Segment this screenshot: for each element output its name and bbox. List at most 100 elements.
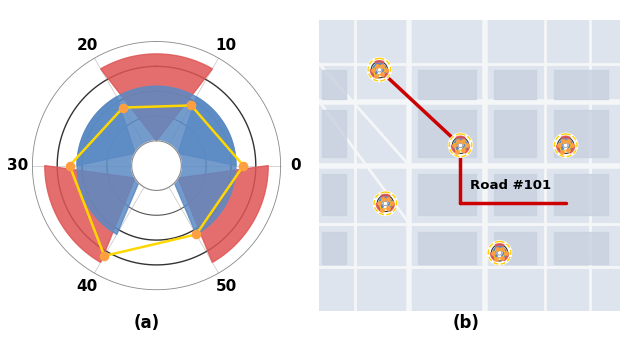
Polygon shape (375, 61, 384, 68)
Point (488, 250, 498, 256)
Polygon shape (387, 198, 392, 203)
Polygon shape (568, 145, 575, 153)
Polygon shape (463, 145, 470, 153)
Point (458, 139, 468, 144)
Point (497, 255, 507, 260)
Bar (553, 70, 608, 99)
Point (100, 253, 110, 259)
Point (368, 67, 378, 72)
Polygon shape (381, 64, 386, 70)
Polygon shape (178, 97, 236, 166)
Polygon shape (376, 203, 383, 211)
Point (558, 139, 568, 144)
Polygon shape (45, 166, 135, 262)
Bar (553, 233, 608, 264)
Polygon shape (495, 244, 504, 250)
Point (449, 143, 459, 148)
Point (381, 67, 391, 72)
Polygon shape (383, 201, 387, 206)
Point (563, 147, 573, 153)
Bar (418, 174, 476, 215)
Point (118, 105, 128, 110)
Text: Road #101: Road #101 (470, 179, 551, 192)
Point (492, 246, 502, 251)
Text: 40: 40 (76, 279, 98, 293)
Bar (493, 174, 536, 215)
Polygon shape (501, 247, 506, 253)
Point (554, 143, 564, 148)
Polygon shape (178, 166, 268, 262)
Polygon shape (371, 70, 377, 77)
Text: 30: 30 (7, 158, 28, 173)
Point (491, 257, 501, 262)
Point (557, 149, 567, 155)
Polygon shape (454, 139, 467, 151)
Bar (322, 70, 346, 99)
Point (377, 72, 387, 77)
Polygon shape (497, 250, 502, 255)
Point (501, 250, 511, 256)
Polygon shape (563, 143, 568, 147)
Bar (418, 233, 476, 264)
Text: 20: 20 (76, 38, 98, 53)
Bar (322, 111, 346, 157)
Polygon shape (463, 140, 467, 145)
Polygon shape (458, 143, 463, 147)
Polygon shape (557, 145, 563, 153)
Bar (553, 174, 608, 215)
Point (376, 208, 386, 213)
Bar (418, 111, 476, 157)
Point (374, 201, 384, 206)
Polygon shape (77, 97, 135, 166)
Point (387, 201, 397, 206)
Polygon shape (493, 247, 498, 253)
Polygon shape (377, 68, 382, 72)
Point (239, 163, 249, 168)
Polygon shape (77, 86, 236, 235)
Polygon shape (568, 140, 572, 145)
Point (64, 163, 74, 168)
Polygon shape (379, 198, 383, 203)
Text: 50: 50 (215, 279, 237, 293)
Point (377, 63, 387, 69)
Bar (493, 70, 536, 99)
Polygon shape (379, 197, 392, 209)
Polygon shape (454, 140, 458, 145)
Polygon shape (491, 253, 498, 261)
Text: (a): (a) (134, 314, 160, 332)
Polygon shape (501, 253, 508, 261)
Polygon shape (456, 136, 465, 143)
Polygon shape (561, 136, 570, 143)
Point (378, 197, 388, 202)
Polygon shape (493, 246, 506, 258)
Point (563, 139, 573, 144)
Bar (322, 174, 346, 215)
Bar (553, 111, 608, 157)
Point (382, 197, 393, 202)
Point (458, 147, 468, 153)
Polygon shape (373, 63, 386, 75)
Polygon shape (131, 141, 182, 190)
Point (453, 139, 463, 144)
Text: 0: 0 (290, 158, 301, 173)
Polygon shape (381, 194, 390, 201)
Bar (493, 111, 536, 157)
Point (383, 206, 393, 211)
Bar (322, 233, 346, 264)
Point (451, 149, 461, 155)
Bar (493, 233, 536, 264)
Polygon shape (559, 139, 572, 151)
Polygon shape (373, 64, 377, 70)
Polygon shape (559, 140, 563, 145)
Text: 10: 10 (215, 38, 237, 53)
Polygon shape (387, 203, 394, 211)
Point (567, 143, 577, 148)
Text: (b): (b) (453, 314, 480, 332)
Polygon shape (381, 70, 388, 77)
Bar (418, 70, 476, 99)
Point (497, 246, 507, 251)
Polygon shape (101, 54, 212, 141)
Point (371, 74, 381, 79)
Polygon shape (451, 145, 458, 153)
Point (191, 232, 201, 237)
